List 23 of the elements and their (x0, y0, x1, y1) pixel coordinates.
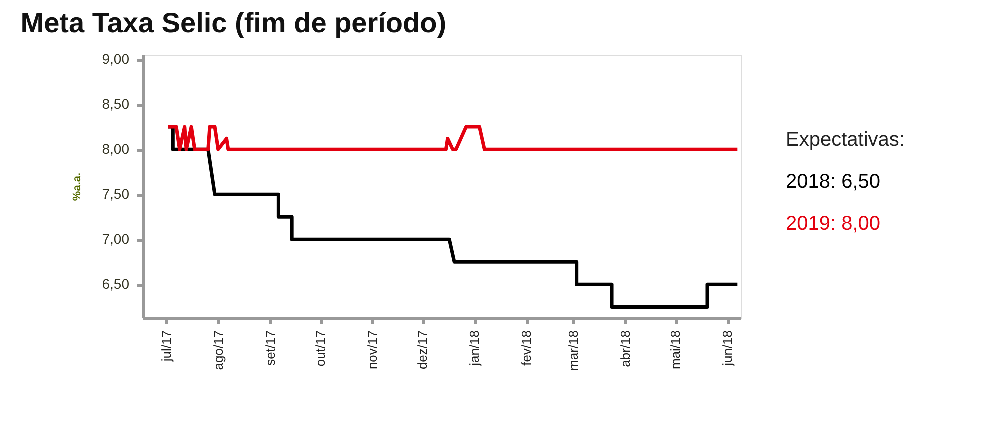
x-tick-label: abr/18 (618, 330, 633, 368)
y-tick-label: 7,00 (102, 231, 130, 248)
x-tick-label: jan/18 (467, 330, 482, 367)
y-tick-label: 6,50 (102, 276, 130, 292)
x-tick-label: out/17 (313, 330, 328, 367)
y-tick-label: 8,50 (102, 96, 130, 112)
x-tick-label: jun/18 (720, 330, 736, 367)
x-tick-label: fev/18 (519, 330, 534, 366)
x-tick-label: mar/18 (566, 330, 581, 371)
text: 2019: 8,00 (786, 213, 881, 235)
x-tick-label: jul/17 (158, 330, 174, 363)
y-tick-label: 8,00 (102, 141, 130, 158)
y-tick-label: 9,00 (102, 51, 130, 68)
x-tick-label: dez/17 (415, 330, 430, 370)
chart-title: Meta Taxa Selic (fim de período) (20, 8, 447, 39)
x-tick-label: nov/17 (364, 330, 380, 370)
y-tick-label: 7,50 (102, 186, 130, 202)
text: 2018: 6,50 (786, 171, 881, 193)
legend-title: Expectativas: (786, 129, 905, 151)
x-tick-label: set/17 (262, 330, 278, 366)
x-tick-label: ago/17 (210, 330, 226, 370)
x-tick-label: mai/18 (668, 330, 684, 370)
y-axis-title: %a.a. (71, 172, 84, 202)
